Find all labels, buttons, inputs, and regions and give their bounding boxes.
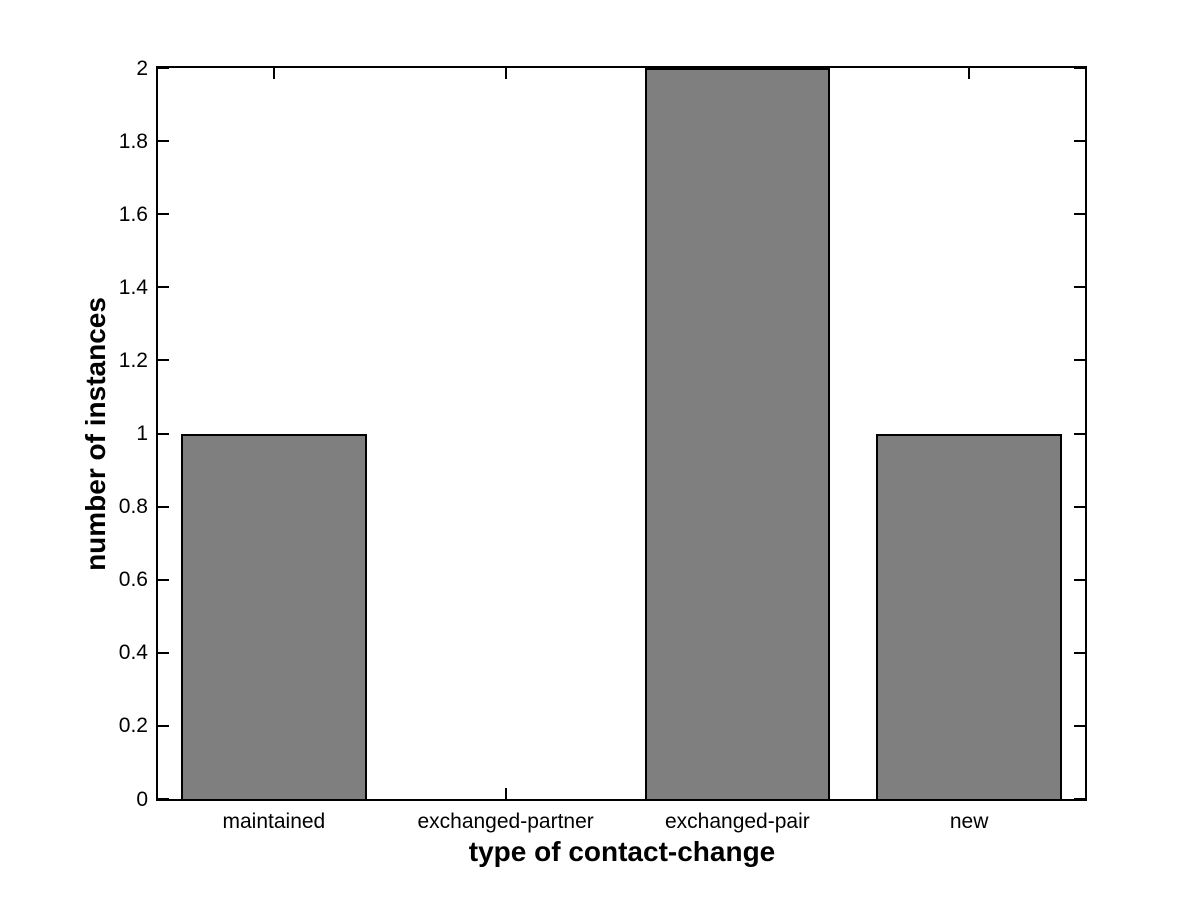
x-tick-mark [504, 68, 507, 79]
x-tick-label: exchanged-partner [417, 810, 594, 833]
bar-new [876, 433, 1062, 799]
y-tick-mark [158, 213, 169, 216]
y-tick-label: 1.6 [118, 202, 148, 226]
bar-exchanged-pair [644, 68, 831, 799]
y-tick-label: 0.6 [118, 568, 148, 592]
x-tick-label: new [949, 810, 989, 833]
y-tick-mark [158, 798, 169, 800]
y-tick-label: 0.2 [118, 714, 148, 738]
y-tick-mark [1074, 67, 1085, 69]
y-tick-mark [158, 578, 169, 581]
y-tick-label: 1.2 [118, 348, 148, 372]
y-tick-label: 1.8 [118, 129, 148, 153]
y-tick-mark [1074, 505, 1085, 508]
y-tick-mark [1074, 359, 1085, 362]
plot-area [156, 66, 1087, 801]
y-tick-mark [158, 359, 169, 362]
y-tick-label: 1 [136, 422, 148, 445]
x-tick-mark [968, 68, 971, 79]
y-tick-mark [1074, 651, 1085, 654]
y-tick-mark [1074, 432, 1085, 435]
y-tick-mark [158, 651, 169, 654]
y-tick-mark [158, 505, 169, 508]
y-tick-mark [1074, 798, 1085, 800]
x-tick-label: exchanged-pair [664, 810, 810, 833]
y-tick-mark [158, 432, 169, 435]
y-tick-mark [1074, 140, 1085, 143]
y-tick-mark [1074, 578, 1085, 581]
y-tick-mark [1074, 286, 1085, 289]
y-tick-label: 0.4 [118, 641, 148, 665]
x-tick-mark [272, 68, 275, 79]
y-tick-mark [158, 67, 169, 69]
y-tick-mark [1074, 724, 1085, 727]
y-tick-label: 0.8 [118, 495, 148, 519]
y-tick-mark [158, 724, 169, 727]
y-tick-label: 1.4 [118, 275, 148, 299]
y-tick-mark [158, 140, 169, 143]
y-tick-mark [158, 286, 169, 289]
y-tick-label: 2 [136, 56, 148, 80]
y-tick-label: 0 [136, 787, 148, 811]
x-axis-label: type of contact-change [468, 836, 776, 867]
x-tick-label: maintained [222, 810, 326, 833]
bar-maintained [181, 433, 367, 799]
y-tick-mark [1074, 213, 1085, 216]
x-tick-mark [504, 788, 507, 799]
